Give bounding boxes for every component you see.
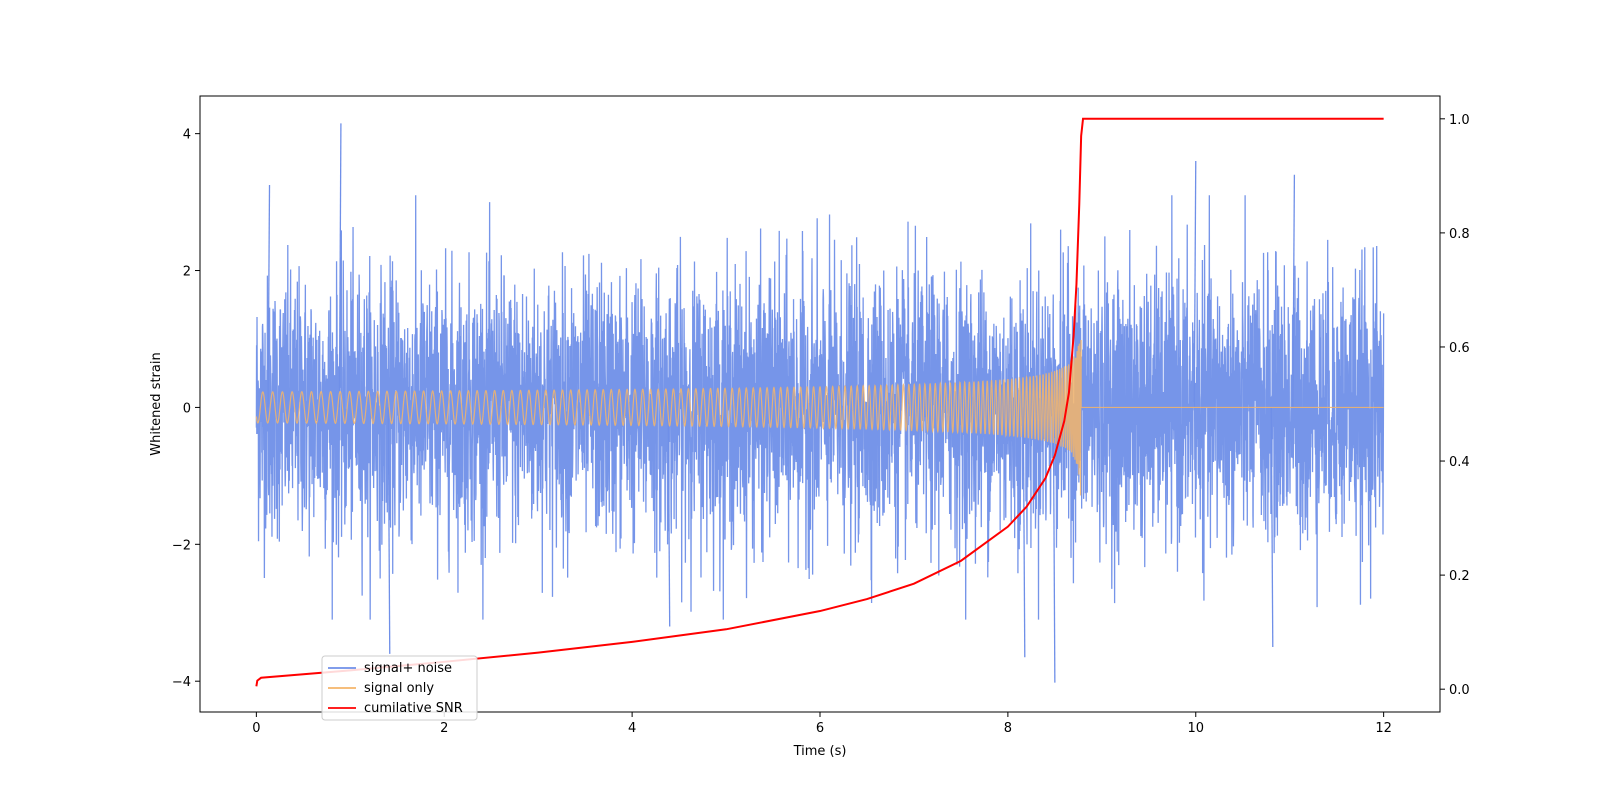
noise-spike: [1292, 174, 1296, 408]
legend: signal+ noise signal only cumilative SNR: [321, 655, 478, 721]
noise-spike: [267, 184, 271, 408]
legend-box: [321, 655, 478, 721]
legend-label-noise: signal+ noise: [364, 661, 452, 676]
x-tick-label: 0: [252, 721, 260, 736]
y-tick-label: 2: [183, 265, 191, 280]
noise-spike: [338, 123, 342, 408]
x-tick-label: 8: [1004, 721, 1012, 736]
y2-tick-label: 0.4: [1449, 455, 1470, 470]
noise-spike: [1052, 407, 1056, 683]
y-tick-label: −2: [172, 538, 191, 553]
x-tick-label: 12: [1375, 721, 1392, 736]
x-axis-label: Time (s): [793, 744, 847, 759]
series-signal-only-line: [255, 340, 1384, 496]
y2-tick-label: 0.6: [1449, 341, 1470, 356]
x-tick-label: 10: [1187, 721, 1204, 736]
legend-label-signal: signal only: [364, 681, 434, 696]
noise-spike: [1270, 407, 1274, 647]
x-axis: 0 2 4 6 8 10 12: [252, 712, 1392, 736]
y2-tick-label: 0.8: [1449, 227, 1470, 242]
noise-spike: [387, 407, 391, 654]
y-tick-label: 0: [183, 401, 191, 416]
noise-spike: [1193, 161, 1197, 408]
y-axis-right: 0.0 0.2 0.4 0.6 0.8 1.0: [1440, 113, 1470, 698]
y2-tick-label: 1.0: [1449, 113, 1470, 128]
series-layer: [255, 117, 1385, 687]
y2-tick-label: 0.0: [1449, 683, 1470, 698]
x-tick-label: 6: [816, 721, 824, 736]
series-signal-noise-line: [255, 195, 1385, 620]
y-tick-label: 4: [183, 128, 191, 143]
y-axis-left: −4 −2 0 2 4: [172, 128, 200, 690]
y-tick-label: −4: [172, 675, 191, 690]
y-axis-label: Whitened strain: [149, 352, 164, 455]
y2-tick-label: 0.2: [1449, 569, 1470, 584]
x-tick-label: 4: [628, 721, 636, 736]
noise-spike: [1022, 407, 1026, 658]
legend-label-snr: cumilative SNR: [364, 701, 463, 716]
noise-spike: [667, 407, 671, 627]
x-tick-label: 2: [440, 721, 448, 736]
